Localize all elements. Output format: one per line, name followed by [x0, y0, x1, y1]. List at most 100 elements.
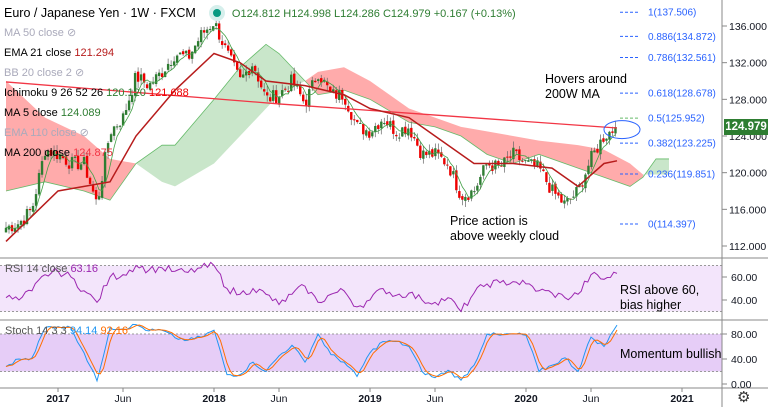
candle-body: [374, 126, 377, 132]
candle-body: [220, 41, 224, 45]
candle-body: [392, 120, 395, 134]
candle-body: [103, 152, 107, 182]
candle-body: [302, 94, 305, 102]
indicator-ema21[interactable]: EMA 21 close 121.294: [4, 47, 115, 59]
candle-body: [479, 176, 482, 185]
candle-body: [485, 164, 488, 166]
candle-body: [473, 191, 476, 193]
candle-body: [34, 194, 38, 206]
stoch-legend[interactable]: Stoch 14 3 3 94.14 92.16: [5, 325, 128, 337]
candle-body: [175, 55, 179, 63]
indicator-ichimoku[interactable]: Ichimoku 9 26 52 26 120.120 121.688: [4, 87, 189, 99]
candle-body: [130, 94, 134, 102]
ichimoku-cloud-segment: [45, 117, 84, 192]
candle-body: [67, 165, 71, 169]
x-tick-label: Jun: [271, 393, 288, 405]
candle-body: [97, 196, 101, 200]
x-tick-label: 2017: [46, 393, 70, 405]
candle-body: [443, 158, 446, 165]
settings-gear-icon[interactable]: ⚙: [737, 389, 751, 406]
candle-body: [326, 81, 329, 86]
candle-body: [76, 155, 80, 170]
eye-hidden-icon[interactable]: ⊘: [79, 127, 89, 139]
candle-body: [211, 26, 215, 31]
candle-body: [503, 157, 506, 167]
candle-body: [4, 227, 8, 233]
rsi-tick-label: 40.00: [731, 295, 757, 307]
candle-body: [542, 169, 545, 172]
ohlc-readout: O124.812 H124.998 L124.286 C124.979 +0.1…: [231, 8, 516, 20]
candle-body: [19, 220, 23, 225]
candle-body: [37, 173, 41, 195]
candle-body: [145, 84, 149, 89]
candle-body: [506, 156, 509, 158]
candle-body: [437, 149, 440, 154]
candle-body: [458, 191, 461, 198]
candle-body: [398, 137, 401, 139]
rsi-legend[interactable]: RSI 14 close 63.16: [5, 263, 98, 275]
x-tick-label: 2020: [514, 393, 538, 405]
candle-body: [425, 151, 428, 156]
stoch-tick-label: 40.00: [731, 354, 757, 366]
candle-body: [281, 90, 284, 96]
x-tick-label: Jun: [583, 393, 600, 405]
y-tick-label: 128.000: [729, 94, 767, 106]
indicator-ma5[interactable]: MA 5 close 124.089: [4, 107, 101, 119]
candle-body: [611, 131, 614, 133]
candle-body: [43, 155, 47, 160]
eye-hidden-icon[interactable]: ⊘: [66, 27, 77, 39]
candle-body: [163, 71, 167, 78]
candle-body: [235, 62, 239, 70]
candle-body: [512, 147, 515, 160]
candle-body: [404, 126, 407, 135]
ichimoku-cloud-segment: [6, 81, 45, 192]
ichimoku-cloud-segment: [487, 131, 513, 164]
fib-level-label: 0.236(119.851): [648, 170, 715, 181]
stoch-tick-label: 80.00: [731, 329, 757, 341]
candle-body: [88, 177, 92, 184]
candle-body: [22, 220, 26, 224]
candle-body: [278, 96, 281, 105]
candle-body: [551, 184, 554, 191]
indicator-bb20[interactable]: BB 20 close 2 ⊘: [4, 67, 85, 79]
stoch-tick-label: 0.00: [731, 379, 752, 391]
candle-body: [193, 45, 197, 54]
ichimoku-cloud-segment: [344, 67, 370, 100]
indicator-ma50[interactable]: MA 50 close ⊘: [4, 27, 77, 39]
ichimoku-cloud-segment: [162, 145, 175, 187]
indicator-ema110[interactable]: EMA 110 close ⊘: [4, 127, 89, 139]
candle-body: [199, 30, 203, 43]
indicator-ma200[interactable]: MA 200 close 124.875: [4, 147, 113, 159]
candle-body: [52, 150, 56, 156]
candles: [4, 16, 617, 235]
highlight-ellipse: [603, 120, 641, 140]
candle-body: [290, 74, 293, 92]
candle-body: [332, 89, 335, 92]
candle-body: [446, 164, 449, 166]
candle-body: [590, 150, 593, 168]
candle-body: [377, 125, 380, 130]
eye-hidden-icon[interactable]: ⊘: [74, 67, 85, 79]
candle-body: [602, 138, 605, 142]
x-tick-label: 2021: [670, 393, 694, 405]
candle-body: [305, 99, 308, 107]
ma200-line: [5, 81, 618, 129]
candle-body: [422, 150, 425, 159]
candle-body: [100, 180, 104, 198]
candle-body: [386, 121, 389, 126]
fib-level-label: 0.618(128.678): [648, 89, 716, 100]
candle-body: [383, 122, 386, 124]
fib-level-label: 0.886(134.872): [648, 32, 716, 43]
candle-body: [269, 97, 272, 102]
candle-body: [7, 225, 11, 230]
candle-body: [64, 156, 68, 165]
candle-body: [362, 123, 365, 135]
x-tick-label: Jun: [427, 393, 444, 405]
candle-body: [266, 92, 269, 96]
candle-body: [55, 150, 59, 160]
candle-body: [359, 122, 362, 124]
candle-body: [139, 74, 143, 81]
candle-body: [527, 160, 530, 162]
candle-body: [344, 98, 347, 105]
